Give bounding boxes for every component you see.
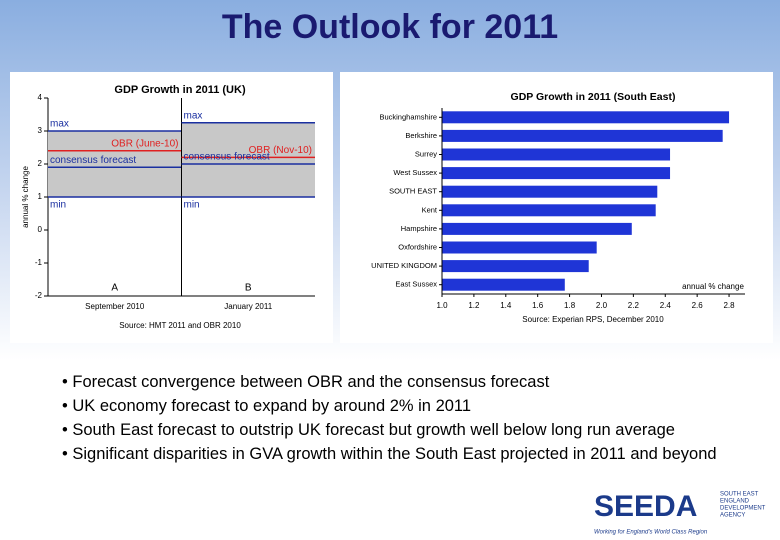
bar bbox=[442, 260, 589, 273]
logo-agency: DEVELOPMENT bbox=[720, 506, 766, 512]
logo-agency: SOUTH EAST bbox=[720, 492, 759, 498]
series-label: consensus forecast bbox=[50, 155, 136, 166]
y-tick-label: 4 bbox=[38, 93, 43, 102]
category-label: East Sussex bbox=[395, 280, 437, 289]
chart-title: GDP Growth in 2011 (UK) bbox=[114, 84, 246, 96]
x-tick-label: 1.6 bbox=[532, 301, 544, 310]
x-tick-label: 1.4 bbox=[500, 301, 512, 310]
chart-south-east: GDP Growth in 2011 (South East) Buckingha… bbox=[340, 72, 773, 343]
x-tick-label: 2.0 bbox=[596, 301, 608, 310]
range-band bbox=[181, 122, 315, 197]
category-label: Hampshire bbox=[401, 224, 437, 233]
logo-agency: ENGLAND bbox=[720, 499, 750, 505]
category-label: Oxfordshire bbox=[398, 242, 437, 251]
bullet: • Forecast convergence between OBR and t… bbox=[62, 373, 550, 391]
bar bbox=[442, 148, 671, 161]
category: B bbox=[245, 283, 252, 294]
bar bbox=[442, 111, 730, 124]
category-label: September 2010 bbox=[85, 302, 145, 311]
y-tick-label: 1 bbox=[38, 192, 43, 201]
bar bbox=[442, 222, 632, 235]
series-label: OBR (Nov-10) bbox=[249, 145, 312, 156]
x-tick-label: 1.2 bbox=[468, 301, 480, 310]
category: A bbox=[111, 283, 118, 294]
chart-uk: GDP Growth in 2011 (UK) annual % change 4 3… bbox=[10, 72, 333, 343]
series-label: min bbox=[184, 200, 200, 211]
range-band bbox=[48, 131, 182, 197]
category-label: Buckinghamshire bbox=[379, 112, 437, 121]
y-tick-label: 3 bbox=[38, 126, 43, 135]
y-tick-label: 2 bbox=[38, 159, 43, 168]
series-label: consensus forecast bbox=[184, 152, 270, 163]
category-label: Surrey bbox=[415, 149, 437, 158]
y-tick-label: -1 bbox=[35, 258, 43, 267]
x-tick-label: 1.8 bbox=[564, 301, 576, 310]
bar bbox=[442, 204, 656, 217]
x-tick-label: 2.6 bbox=[692, 301, 704, 310]
category-label: West Sussex bbox=[393, 168, 437, 177]
series-label: max bbox=[50, 119, 69, 130]
x-tick-label: 1.0 bbox=[436, 301, 448, 310]
series-label: min bbox=[50, 200, 66, 211]
slide-title: The Outlook for 2011 bbox=[221, 8, 559, 46]
bar bbox=[442, 167, 671, 180]
bar bbox=[442, 129, 723, 142]
bullet: • Significant disparities in GVA growth … bbox=[62, 445, 717, 463]
annotation: annual % change bbox=[682, 282, 744, 291]
bullet: • UK economy forecast to expand by aroun… bbox=[62, 397, 472, 415]
x-tick-label: 2.2 bbox=[628, 301, 640, 310]
source: Source: Experian RPS, December 2010 bbox=[522, 315, 664, 324]
y-tick-label: 0 bbox=[38, 225, 43, 234]
bar bbox=[442, 278, 565, 291]
source: Source: HMT 2011 and OBR 2010 bbox=[119, 321, 241, 330]
category-label: Berkshire bbox=[405, 131, 437, 140]
logo: SEEDA Working for England's World Class … bbox=[594, 490, 766, 536]
bar bbox=[442, 241, 597, 254]
bar bbox=[442, 185, 658, 198]
x-tick-label: 2.8 bbox=[723, 301, 735, 310]
logo-agency: AGENCY bbox=[720, 513, 745, 519]
category-label: January 2011 bbox=[224, 302, 272, 311]
category-label: UNITED KINGDOM bbox=[371, 261, 437, 270]
chart-title: GDP Growth in 2011 (South East) bbox=[511, 91, 676, 103]
category-label: SOUTH EAST bbox=[389, 187, 437, 196]
y-tick-label: -2 bbox=[35, 291, 43, 300]
x-tick-label: 2.4 bbox=[660, 301, 672, 310]
bullet: • South East forecast to outstrip UK for… bbox=[62, 421, 675, 439]
logo-tagline: Working for England's World Class Region bbox=[594, 530, 708, 536]
category-label: Kent bbox=[422, 205, 438, 214]
series-label: OBR (June-10) bbox=[111, 138, 178, 149]
y-axis-label: annual % change bbox=[21, 166, 30, 228]
series-label: max bbox=[184, 110, 203, 121]
bullet-list: • Forecast convergence between OBR and t… bbox=[62, 370, 742, 466]
logo-name: SEEDA bbox=[594, 490, 697, 523]
